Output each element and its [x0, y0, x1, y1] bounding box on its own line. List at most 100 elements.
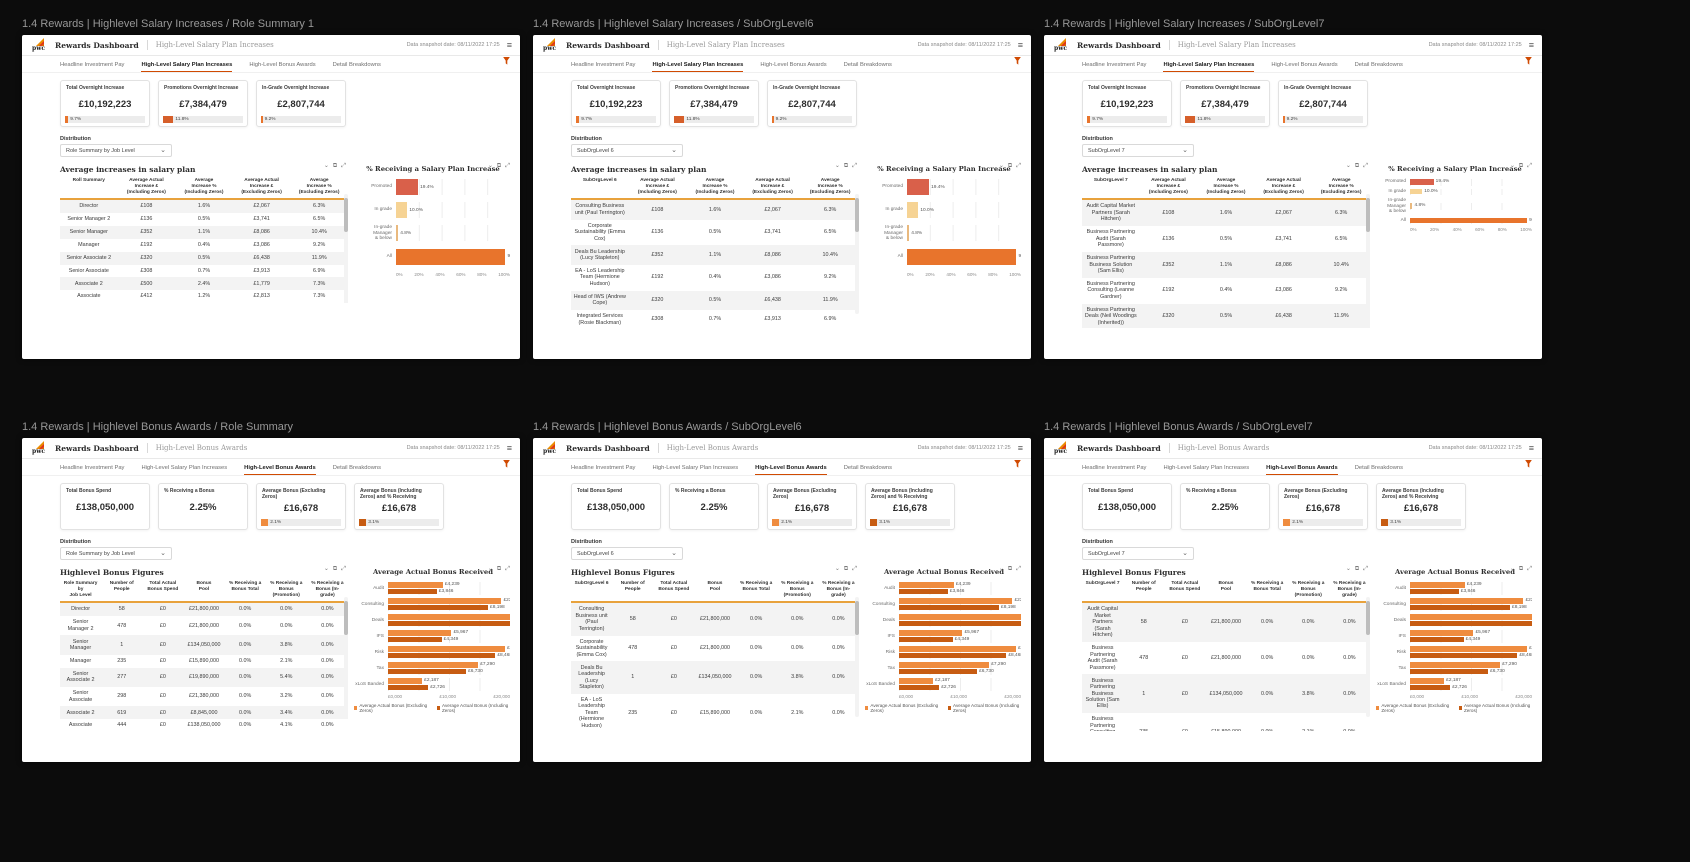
bar[interactable] [899, 582, 954, 588]
copy-icon[interactable]: ⧉ [1354, 566, 1360, 572]
copy-icon[interactable]: ⧉ [1354, 163, 1360, 169]
table-row[interactable]: Business Partnering Consulting (Leanne G… [1082, 713, 1370, 731]
chevron-down-icon[interactable]: ⌄ [1345, 163, 1351, 169]
table-row[interactable]: EA - LoS Leadership Team (Hermione Hudso… [571, 265, 859, 291]
chevron-down-icon[interactable]: ⌄ [834, 163, 840, 169]
focus-mode-icon[interactable]: ⤢ [341, 566, 346, 572]
table-scrollbar[interactable] [855, 597, 859, 717]
column-header[interactable]: Number of People [101, 579, 143, 604]
bar[interactable] [396, 179, 419, 195]
column-header[interactable]: Total Actual Bonus Spend [1164, 579, 1206, 604]
table-row[interactable]: Integrated Services (Rosie Blackman) £308… [571, 310, 859, 328]
bar[interactable] [899, 646, 1017, 652]
scrollbar-thumb[interactable] [344, 198, 348, 232]
table-row[interactable]: Director £108 1.6% £2,067 6.3% [60, 199, 348, 214]
chevron-down-icon[interactable]: ⌄ [487, 566, 493, 572]
tab[interactable]: Headline Investment Pay [1082, 62, 1147, 68]
distribution-dropdown[interactable]: SubOrgLevel 6 ⌄ [571, 144, 683, 157]
focus-mode-icon[interactable]: ⤢ [852, 566, 857, 572]
bar[interactable] [899, 588, 948, 594]
bar[interactable] [1410, 636, 1464, 642]
table-row[interactable]: Audit Capital Market Partners (Sarah Hit… [1082, 199, 1370, 227]
table-row[interactable]: Senior Manager 2 £136 0.5% £3,741 6.5% [60, 213, 348, 226]
scrollbar-thumb[interactable] [344, 601, 348, 635]
filter-funnel-icon[interactable] [1525, 455, 1532, 473]
bar[interactable] [1410, 588, 1459, 594]
chevron-down-icon[interactable]: ⌄ [487, 163, 493, 169]
table-row[interactable]: Audit Capital Market Partners (Sarah Hit… [1082, 602, 1370, 643]
bar[interactable] [899, 662, 990, 668]
column-header[interactable]: Average Actual Increase £ (Including Zer… [628, 176, 687, 201]
bar[interactable] [1410, 217, 1528, 224]
table-scrollbar[interactable] [1366, 194, 1370, 314]
copy-icon[interactable]: ⧉ [843, 163, 849, 169]
chevron-down-icon[interactable]: ⌄ [998, 163, 1004, 169]
column-header[interactable]: Average Increase % (Excluding Zeros) [1312, 176, 1370, 201]
chevron-down-icon[interactable]: ⌄ [1509, 566, 1515, 572]
tab[interactable]: High-Level Bonus Awards [760, 62, 827, 68]
column-header[interactable]: SubOrgLevel 7 [1082, 579, 1124, 604]
copy-icon[interactable]: ⧉ [496, 163, 502, 169]
focus-mode-icon[interactable]: ⤢ [1363, 163, 1368, 169]
column-header[interactable]: Average Increase % (Including Zeros) [175, 176, 233, 201]
tab[interactable]: Headline Investment Pay [60, 465, 125, 471]
table-row[interactable]: Deals Bu Leadership (Lucy Stapleton) 1 £0 £… [571, 661, 859, 694]
tab[interactable]: Detail Breakdowns [843, 62, 892, 68]
table-row[interactable]: Senior Manager £352 1.1% £8,086 10.4% [60, 225, 348, 239]
bar[interactable] [396, 202, 408, 218]
copy-icon[interactable]: ⧉ [1007, 163, 1013, 169]
copy-icon[interactable]: ⧉ [332, 566, 338, 572]
table-scrollbar[interactable] [344, 194, 348, 304]
column-header[interactable]: Average Actual Increase £ (Excluding Zer… [743, 176, 802, 201]
tab[interactable]: High-Level Salary Plan Increases [652, 62, 744, 72]
chevron-down-icon[interactable]: ⌄ [323, 163, 329, 169]
focus-mode-icon[interactable]: ⤢ [1527, 163, 1532, 169]
tab[interactable]: Headline Investment Pay [60, 62, 125, 68]
focus-mode-icon[interactable]: ⤢ [505, 163, 510, 169]
column-header[interactable]: % Receiving a Bonus (Promotion) [1287, 579, 1329, 604]
bar[interactable] [899, 604, 1000, 610]
scrollbar-thumb[interactable] [855, 198, 859, 232]
copy-icon[interactable]: ⧉ [1007, 566, 1013, 572]
bar[interactable] [388, 636, 442, 642]
bar[interactable] [388, 662, 479, 668]
hamburger-menu-icon[interactable]: ≡ [506, 39, 512, 50]
table-row[interactable]: Business Partnering Audit (Sarah Passmor… [1082, 226, 1370, 252]
distribution-dropdown[interactable]: SubOrgLevel 6 ⌄ [571, 547, 683, 560]
bar[interactable] [899, 668, 978, 674]
column-header[interactable]: Roll Summary [60, 176, 118, 201]
hamburger-menu-icon[interactable]: ≡ [1528, 442, 1534, 453]
bar[interactable] [907, 225, 910, 242]
bar[interactable] [388, 652, 496, 658]
table-row[interactable]: Director 58 £0 £21,800,000 0.0% 0.0% 0.0% [60, 602, 348, 617]
column-header[interactable]: Average Increase % (Including Zeros) [686, 176, 744, 201]
focus-mode-icon[interactable]: ⤢ [1016, 163, 1021, 169]
tab[interactable]: High-Level Salary Plan Increases [1163, 465, 1250, 471]
table-row[interactable]: Consulting Business unit (Paul Terringto… [571, 199, 859, 220]
tab[interactable]: Headline Investment Pay [571, 465, 636, 471]
scrollbar-thumb[interactable] [1366, 198, 1370, 232]
bar[interactable] [907, 248, 1017, 265]
bar[interactable] [1410, 598, 1524, 604]
copy-icon[interactable]: ⧉ [332, 163, 338, 169]
bar[interactable] [1410, 620, 1532, 626]
bar[interactable] [1410, 678, 1445, 684]
bar[interactable] [899, 620, 1021, 626]
column-header[interactable]: Number of People [612, 579, 654, 604]
bar[interactable] [388, 620, 510, 626]
filter-funnel-icon[interactable] [503, 52, 510, 70]
bar[interactable] [899, 678, 934, 684]
focus-mode-icon[interactable]: ⤢ [1527, 566, 1532, 572]
tab[interactable]: Detail Breakdowns [332, 465, 382, 471]
filter-funnel-icon[interactable] [1525, 52, 1532, 70]
bar[interactable] [388, 604, 489, 610]
bar[interactable] [1410, 203, 1413, 209]
tab[interactable]: Detail Breakdowns [332, 62, 381, 68]
table-row[interactable]: EA - LoS Leadership Team (Hermione Hudso… [571, 694, 859, 731]
bar[interactable] [899, 636, 953, 642]
focus-mode-icon[interactable]: ⤢ [341, 163, 346, 169]
hamburger-menu-icon[interactable]: ≡ [506, 442, 512, 453]
bar[interactable] [388, 678, 423, 684]
copy-icon[interactable]: ⧉ [496, 566, 502, 572]
bar[interactable] [1410, 188, 1423, 194]
